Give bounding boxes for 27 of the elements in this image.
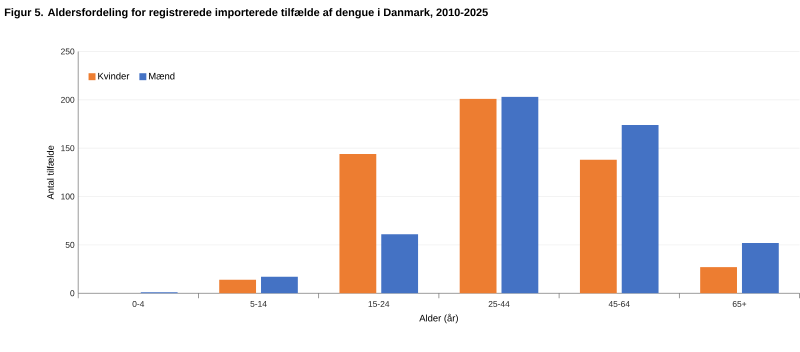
y-tick-label: 100 — [61, 193, 74, 200]
y-tick-label: 200 — [61, 96, 74, 103]
legend-label: Kvinder — [98, 72, 130, 80]
x-tick-label: 5-14 — [250, 300, 267, 307]
bar — [580, 160, 617, 294]
bar — [219, 280, 256, 294]
x-tick-label: 15-24 — [368, 300, 390, 307]
bar — [261, 276, 298, 294]
x-tick-label: 0-4 — [132, 300, 144, 307]
chart-title: Figur 5. Aldersfordeling for registrerede importerede tilfælde af dengue i Danmark, 2010-2025 — [4, 8, 488, 18]
bar — [742, 242, 779, 294]
x-tick-label: 25-44 — [488, 300, 510, 307]
bar — [501, 96, 538, 294]
y-axis-title: Antal tilfælde — [46, 145, 54, 200]
bar — [700, 267, 737, 294]
x-tick-label: 65+ — [732, 300, 746, 307]
bar — [622, 124, 659, 294]
legend-label: Mænd — [149, 72, 174, 80]
y-tick-label: 150 — [61, 145, 74, 152]
y-tick-label: 50 — [66, 242, 74, 248]
bar — [460, 98, 497, 294]
bar — [381, 234, 418, 294]
bar — [339, 154, 376, 294]
x-tick-label: 45-64 — [608, 300, 630, 307]
y-tick-label: 250 — [61, 48, 74, 54]
x-axis-title: Alder (år) — [419, 314, 458, 324]
y-tick-label: 0 — [70, 290, 74, 296]
